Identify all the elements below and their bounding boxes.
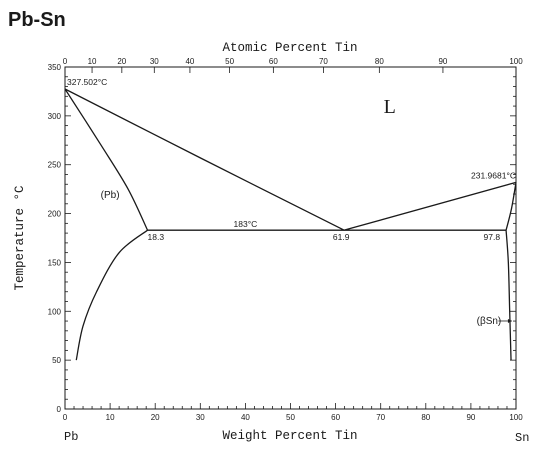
beta-sn-arrow-head: [507, 318, 512, 323]
top-tick-label: 100: [509, 57, 523, 66]
chart-title: Pb-Sn: [8, 9, 66, 31]
data-annotation: 327.502°C: [67, 77, 107, 87]
data-annotation: 61.9: [333, 232, 350, 242]
phase-boundary-line: [64, 88, 345, 231]
phase-boundaries: [64, 88, 517, 361]
data-annotation: 97.8: [484, 232, 501, 242]
top-tick-label: 90: [438, 57, 447, 66]
bottom-tick-label: 0: [63, 413, 68, 422]
y-tick-label: 0: [57, 405, 62, 414]
bottom-tick-label: 10: [106, 413, 115, 422]
y-tick-label: 300: [48, 112, 62, 121]
phase-label: (βSn): [477, 316, 502, 327]
top-tick-label: 80: [375, 57, 384, 66]
data-annotation: 231.9681°C: [471, 170, 516, 180]
y-tick-label: 50: [52, 356, 61, 365]
y-tick-label: 100: [48, 307, 62, 316]
phase-boundary-line: [75, 229, 148, 361]
top-axis-label: Atomic Percent Tin: [222, 41, 357, 55]
right-element-label: Sn: [515, 431, 529, 445]
left-element-label: Pb: [64, 430, 78, 444]
phase-label: L: [384, 96, 396, 118]
top-tick-label: 30: [150, 57, 159, 66]
phase-label: (Pb): [101, 190, 120, 201]
data-annotation: 183°C: [234, 219, 258, 229]
bottom-tick-label: 60: [331, 413, 340, 422]
top-tick-label: 10: [88, 57, 97, 66]
bottom-tick-label: 80: [421, 413, 430, 422]
top-tick-label: 60: [269, 57, 278, 66]
annotations: 327.502°C 231.9681°C 183°C 18.3 61.9 97.8: [67, 77, 516, 242]
bottom-axis-label: Weight Percent Tin: [222, 429, 357, 443]
top-tick-label: 20: [117, 57, 126, 66]
top-tick-label: 0: [63, 57, 68, 66]
axis-tick-labels: 0 10 20 30 40 50 60 70 80 90 100 0 10 20 30 40 50 60 70 80 9…: [48, 57, 524, 422]
top-tick-label: 50: [225, 57, 234, 66]
top-tick-label: 70: [319, 57, 328, 66]
top-tick-label: 40: [185, 57, 194, 66]
bottom-tick-label: 70: [376, 413, 385, 422]
data-annotation: 18.3: [148, 232, 165, 242]
phase-boundary-line: [343, 181, 517, 231]
phase-boundary-line: [505, 230, 512, 361]
y-tick-label: 200: [48, 210, 62, 219]
bottom-tick-label: 20: [151, 413, 160, 422]
plot-frame: [64, 66, 517, 410]
y-tick-label: 250: [48, 161, 62, 170]
bottom-tick-label: 100: [509, 413, 523, 422]
phase-boundary-line: [505, 182, 517, 231]
y-tick-label: 150: [48, 258, 62, 267]
y-axis-label: Temperature °C: [13, 185, 27, 290]
axis-ticks: [64, 66, 517, 410]
bottom-tick-label: 30: [196, 413, 205, 422]
y-tick-label: 350: [48, 63, 62, 72]
phase-boundary-line: [64, 88, 149, 231]
bottom-tick-label: 40: [241, 413, 250, 422]
bottom-tick-label: 90: [466, 413, 475, 422]
bottom-tick-label: 50: [286, 413, 295, 422]
phase-labels: L (Pb) (βSn): [101, 96, 512, 327]
